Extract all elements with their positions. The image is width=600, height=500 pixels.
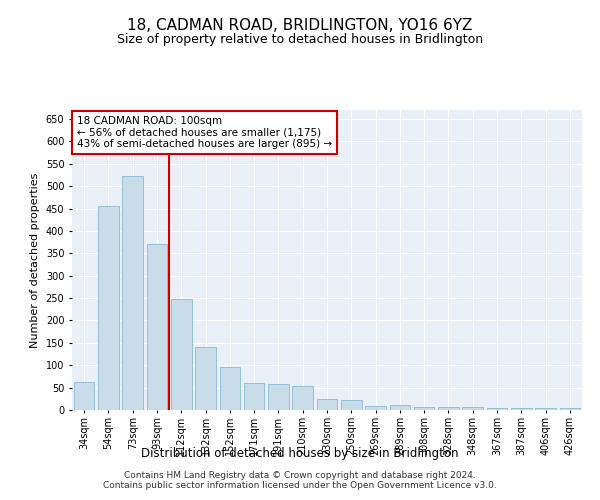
Bar	[171, 299, 191, 410]
Bar	[220, 368, 240, 410]
Bar	[268, 384, 289, 410]
Text: Distribution of detached houses by size in Bridlington: Distribution of detached houses by size …	[141, 448, 459, 460]
Text: 18, CADMAN ROAD, BRIDLINGTON, YO16 6YZ: 18, CADMAN ROAD, BRIDLINGTON, YO16 6YZ	[127, 18, 473, 32]
Bar	[146, 244, 167, 410]
Bar	[74, 382, 94, 410]
Bar	[195, 348, 216, 410]
Y-axis label: Number of detached properties: Number of detached properties	[30, 172, 40, 348]
Bar	[511, 408, 532, 410]
Bar	[535, 408, 556, 410]
Bar	[463, 408, 483, 410]
Bar	[98, 206, 119, 410]
Bar	[438, 408, 459, 410]
Bar	[317, 399, 337, 410]
Bar	[487, 408, 508, 410]
Bar	[389, 404, 410, 410]
Bar	[341, 400, 362, 410]
Bar	[122, 176, 143, 410]
Bar	[560, 408, 580, 410]
Text: 18 CADMAN ROAD: 100sqm
← 56% of detached houses are smaller (1,175)
43% of semi-: 18 CADMAN ROAD: 100sqm ← 56% of detached…	[77, 116, 332, 149]
Text: Contains HM Land Registry data © Crown copyright and database right 2024.
Contai: Contains HM Land Registry data © Crown c…	[103, 470, 497, 490]
Text: Size of property relative to detached houses in Bridlington: Size of property relative to detached ho…	[117, 32, 483, 46]
Bar	[244, 383, 265, 410]
Bar	[414, 407, 434, 410]
Bar	[365, 406, 386, 410]
Bar	[292, 386, 313, 410]
